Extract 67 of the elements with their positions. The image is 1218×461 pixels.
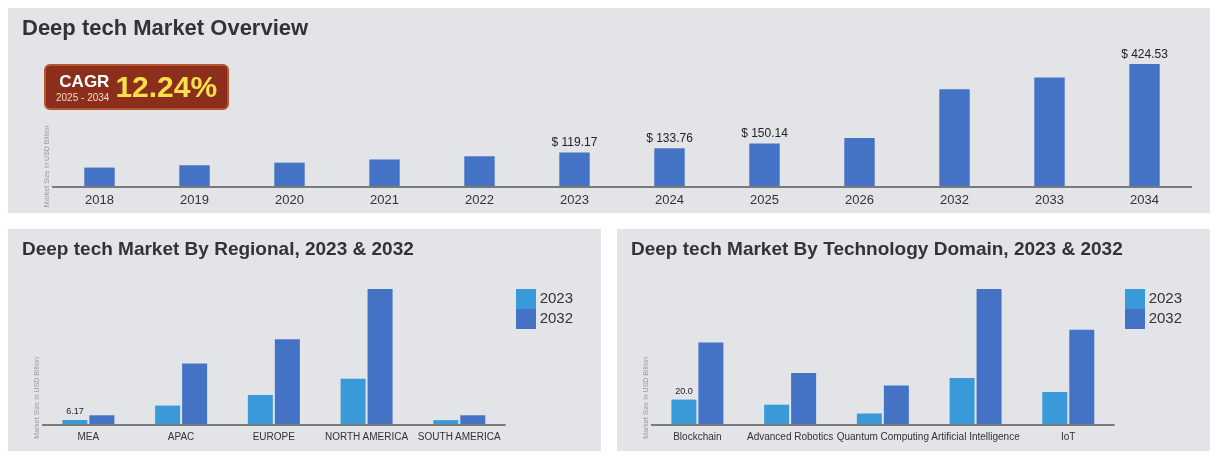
bar: [559, 152, 590, 187]
data-label: $ 119.17: [551, 135, 598, 150]
x-tick-label: 2026: [845, 192, 874, 208]
x-tick-label: 2022: [465, 192, 494, 208]
data-label: $ 150.14: [741, 126, 789, 141]
bar: [949, 377, 975, 425]
bar: [1034, 77, 1065, 187]
bar: [84, 167, 115, 187]
data-label: $ 424.53: [1121, 47, 1169, 61]
data-label: 20.0: [675, 385, 693, 396]
bar: [182, 363, 208, 425]
bar: [671, 399, 697, 425]
x-tick-label: Quantum Computing: [836, 431, 929, 443]
annotation: 2025 - 2034: [56, 91, 110, 103]
bar: [749, 143, 780, 187]
bar: [369, 159, 400, 187]
x-tick-label: SOUTH AMERICA: [417, 431, 501, 443]
data-label: 6.17: [66, 406, 84, 417]
bar: [274, 162, 305, 187]
chart-title: Deep tech Market By Technology Domain, 2023 & 2032: [630, 237, 1124, 261]
x-tick-label: 2019: [180, 192, 209, 208]
bar: [939, 89, 970, 187]
bar: [976, 289, 1002, 425]
bar: [464, 156, 495, 187]
bar: [179, 165, 210, 187]
bar: [460, 415, 486, 425]
x-tick-label: Advanced Robotics: [747, 431, 834, 443]
x-tick-label: APAC: [167, 431, 195, 443]
chart-title: Deep tech Market By Regional, 2023 & 2032: [21, 237, 415, 261]
bar: [844, 138, 875, 187]
bar: [367, 289, 393, 425]
bar: [1129, 64, 1160, 187]
x-tick-label: Blockchain: [673, 431, 722, 443]
bar: [698, 342, 724, 425]
bar: [340, 378, 366, 425]
x-tick-label: 2025: [750, 192, 779, 208]
bar: [654, 148, 685, 187]
x-tick-label: 2018: [85, 192, 114, 208]
bar: [883, 385, 909, 425]
annotation: 12.24%: [115, 70, 218, 104]
x-tick-label: MEA: [77, 431, 100, 443]
legend-label: 2023: [539, 289, 573, 306]
x-tick-label: NORTH AMERICA: [324, 431, 409, 443]
chart-title: Deep tech Market Overview: [21, 14, 310, 42]
bar: [247, 395, 273, 425]
x-tick-label: 2023: [560, 192, 589, 208]
x-tick-label: 2034: [1130, 192, 1159, 208]
x-tick-label: 2032: [940, 192, 969, 208]
legend-label: 2023: [1148, 289, 1182, 306]
annotation: CAGR: [59, 71, 110, 92]
x-tick-label: IoT: [1061, 431, 1076, 443]
bar: [274, 339, 300, 425]
x-tick-label: 2033: [1035, 192, 1064, 208]
bar: [764, 404, 790, 425]
x-tick-label: Artificial Intelligence: [931, 431, 1021, 443]
bar: [155, 405, 181, 425]
legend-label: 2032: [539, 309, 573, 327]
bar: [1069, 329, 1095, 425]
data-label: $ 133.76: [646, 131, 694, 146]
bar: [1042, 391, 1068, 425]
x-tick-label: EUROPE: [252, 431, 296, 443]
x-tick-label: 2020: [275, 192, 304, 208]
x-tick-label: 2021: [370, 192, 399, 208]
x-tick-label: 2024: [655, 192, 684, 208]
bar: [89, 415, 115, 425]
bar: [791, 372, 817, 425]
legend-label: 2032: [1148, 309, 1182, 327]
